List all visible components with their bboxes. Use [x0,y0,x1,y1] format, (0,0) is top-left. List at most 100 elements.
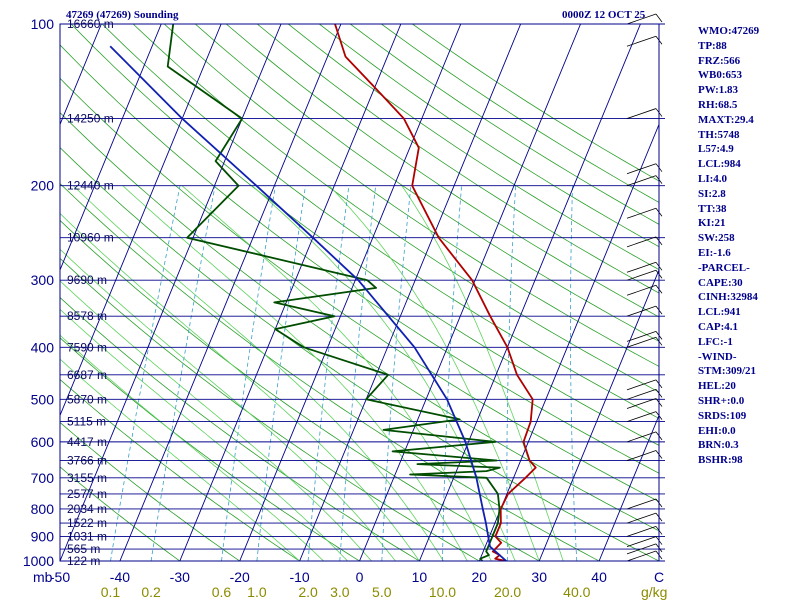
height-label: 1522 m [67,516,107,530]
height-label: 8578 m [67,309,107,323]
index-item: LFC:-1 [698,335,733,348]
isotherm-line [359,24,581,561]
wind-barb [626,284,657,296]
isotherm-line [60,24,222,417]
temperature-tick-label: -10 [289,569,309,585]
wind-barb [626,261,657,273]
mixing-ratio-label: 10.0 [429,584,456,600]
temperature-axis: -50 -40 -30 -20 -10 0 10 20 30 40 C [50,569,664,585]
mixing-ratio-label: 1.0 [247,584,267,600]
pressure-tick-label: 600 [31,434,55,450]
wind-barb [626,526,657,537]
isotherms [60,24,659,561]
sounding-datetime: 0000Z 12 OCT 25 [562,9,646,21]
index-item: BRN:0.3 [698,439,739,452]
temperature-tick-label: -50 [50,569,70,585]
sounding-profiles [109,24,537,561]
pressure-tick-label: 700 [31,470,55,486]
pressure-tick-label: 1000 [23,553,54,569]
wind-barb [626,207,657,219]
mixing-ratio-label: 0.1 [101,584,121,600]
height-label: 565 m [67,542,100,556]
isotherm-line [299,24,522,561]
wind-barb [626,108,657,119]
mixing-ratio-label: 40.0 [563,584,590,600]
pressure-tick-label: 100 [31,16,55,32]
temperature-tick-label: 20 [472,569,488,585]
height-labels: 16660 m 14250 m 12440 m 10960 m 9690 m 8578 m… [67,17,114,568]
wind-barb [626,536,657,547]
wind-barb [626,512,657,524]
pressure-tick-label: 200 [31,178,55,194]
temperature-tick-label: -40 [110,569,130,585]
wind-barb [626,236,657,248]
pressure-tick-label: 900 [31,528,55,544]
wind-barb [626,163,657,175]
index-item: L57:4.9 [698,143,734,156]
wind-barb [626,269,657,281]
wind-barb [626,175,657,187]
index-item: LI:4.0 [698,172,728,185]
wind-barb [626,498,657,510]
temperature-tick-label: -30 [170,569,190,585]
temperature-tick-label: 30 [531,569,547,585]
pressure-unit-label: mb [33,569,53,585]
index-item: TH:5748 [698,128,740,141]
wind-barb [626,411,657,422]
wind-barb-flag [655,13,663,23]
height-label: 2577 m [67,487,107,501]
index-item: EHI:0.0 [698,424,736,437]
wind-barb [626,450,657,461]
height-label: 3155 m [67,471,107,485]
index-item: SI:2.8 [698,187,726,200]
index-item: BSHR:98 [698,454,743,467]
wind-barb [626,543,657,555]
height-label: 9690 m [67,273,107,287]
wind-barb [626,13,657,25]
isotherm-line [119,24,342,561]
isotherm-line [60,24,102,126]
plot-frame [59,23,660,562]
index-item: CAP:4.1 [698,320,739,333]
wind-barb [626,550,657,562]
height-label: 2034 m [67,502,107,516]
height-label: 10960 m [67,231,114,245]
wind-barb [626,379,657,391]
temperature-tick-label: C [654,569,664,585]
isotherm-line [239,24,462,561]
height-label: 1031 m [67,529,107,543]
index-item: TT:38 [698,202,727,215]
height-label: 4417 m [67,435,107,449]
mixing-ratio-label: 0.6 [212,584,232,600]
isotherm-line [418,24,641,561]
height-label: 122 m [67,554,100,568]
height-label: 3766 m [67,454,107,468]
index-item: STM:309/21 [698,365,757,378]
stability-indices-list: WMO:47269 TP:88 FRZ:566 WB0:653 PW:1.83 RH:68… [698,24,759,468]
mixing-ratio-label: 20.0 [494,584,521,600]
height-label: 7590 m [67,340,107,354]
index-item: SHR+:0.0 [698,394,745,407]
index-item: -WIND- [698,350,737,363]
mixing-ratio-axis: 0.1 0.2 0.6 1.0 2.0 3.0 5.0 10.0 20.0 40.0 g/kg [101,584,668,600]
temperature-tick-label: 0 [356,569,364,585]
pressure-tick-label: 500 [31,391,55,407]
isotherm-line [60,24,162,272]
index-item: CAPE:30 [698,276,743,289]
wind-barb [626,431,657,443]
index-item: HEL:20 [698,380,736,393]
isotherm-line [60,24,282,561]
index-item: WB0:653 [698,69,742,82]
wind-barb [626,388,657,400]
index-item: MAXT:29.4 [698,113,754,126]
index-item: PW:1.83 [698,84,739,97]
wind-barb [626,398,657,409]
temperature-tick-label: 40 [591,569,607,585]
height-label: 5115 m [67,415,106,429]
wind-barb [626,35,657,47]
mixing-ratio-label: 3.0 [330,584,350,600]
series-temperature-line [334,24,537,561]
wind-barb [626,336,657,348]
